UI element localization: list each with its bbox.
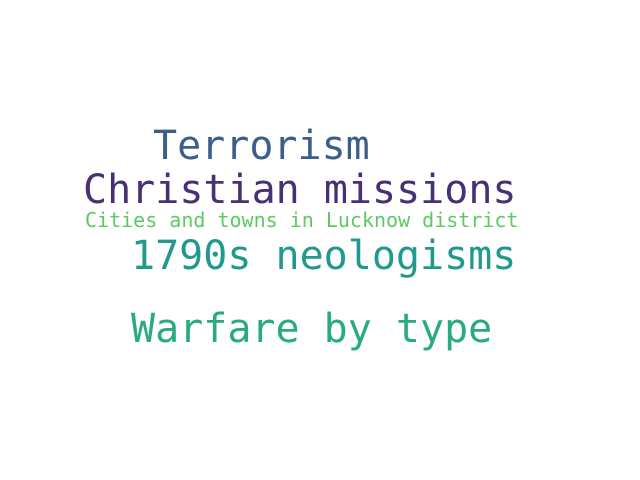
word-terrorism: Terrorism xyxy=(153,123,370,169)
word-warfare-by-type: Warfare by type xyxy=(131,306,493,352)
word-christian-missions: Christian missions xyxy=(83,167,517,213)
word-1790s-neologisms: 1790s neologisms xyxy=(131,233,517,279)
word-cities-and-towns-lucknow: Cities and towns in Lucknow district xyxy=(85,208,519,232)
